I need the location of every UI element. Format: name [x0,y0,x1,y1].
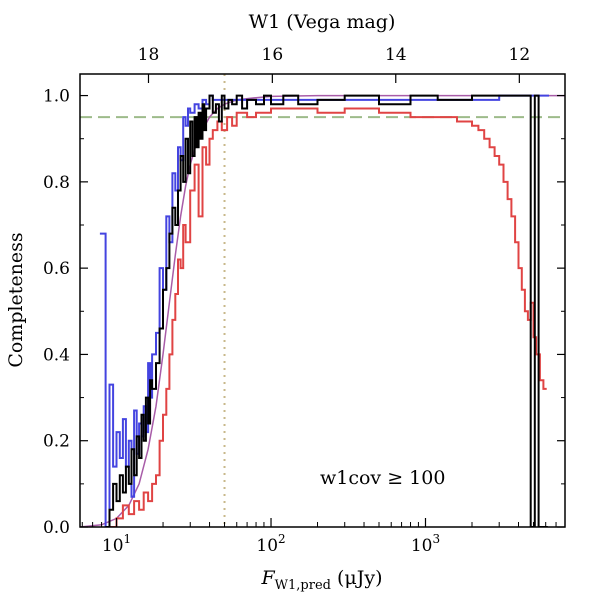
top-axis-title: W1 (Vega mag) [249,11,396,33]
axis-ticks [80,74,566,528]
series-line-0 [99,94,549,527]
series-line-3 [80,94,565,527]
coverage-annotation: w1cov ≥ 100 [320,467,445,489]
x-axis-title: FW1,pred (μJy) [260,567,382,593]
y-tick-label: 1.0 [43,87,70,107]
y-tick-label: 0.6 [43,259,70,279]
top-tick-label: 16 [262,45,284,65]
y-tick-label: 0.2 [43,432,70,452]
plot-frame [79,73,566,528]
y-tick-label: 0.4 [43,345,70,365]
series-line-1 [105,94,548,527]
top-tick-label: 14 [385,45,407,65]
top-tick-label: 18 [138,45,160,65]
x-tick-label: 101 [102,532,131,556]
y-tick-label: 0.8 [43,173,70,193]
x-tick-label: 103 [411,532,440,556]
y-axis-title: Completeness [5,232,27,367]
top-tick-label: 12 [509,45,531,65]
x-tick-label: 102 [256,532,285,556]
plot-area [80,74,565,527]
axis-tick-labels: 0.0 0.2 0.4 0.6 0.8 1.0 101 102 103 18 16 14 12 [43,45,530,556]
series-line-2 [109,107,547,527]
y-tick-label: 0.0 [43,518,70,538]
